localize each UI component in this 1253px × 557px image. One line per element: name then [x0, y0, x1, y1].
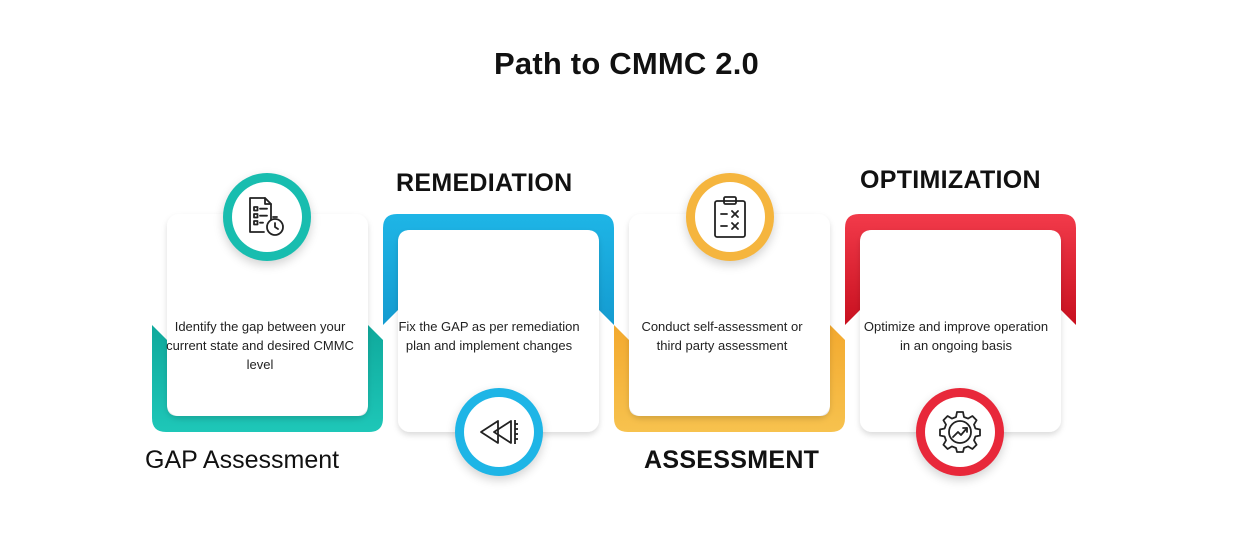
optimization-description: Optimize and improve operation in an ong…: [863, 319, 1049, 353]
optimization-card: [860, 230, 1061, 432]
assessment-card: [629, 214, 830, 416]
optimization-icon-ring: [916, 388, 1004, 476]
clipboard-icon: [714, 196, 746, 238]
assessment-frame: [614, 325, 845, 432]
gap-label: GAP Assessment: [145, 446, 340, 474]
remediation-card: [398, 230, 599, 432]
remediation-icon-ring: [455, 388, 543, 476]
diagram-title: Path to CMMC 2.0: [494, 46, 759, 81]
gap-description: Identify the gap between your current st…: [166, 319, 354, 372]
assessment-label: ASSESSMENT: [644, 446, 820, 474]
gear-growth-icon: [939, 411, 981, 453]
rewind-arrows-icon: [480, 420, 518, 444]
optimization-label: OPTIMIZATION: [860, 166, 1041, 194]
checklist-timer-icon: [249, 197, 284, 236]
assessment-icon-ring: [686, 173, 774, 261]
remediation-label: REMEDIATION: [396, 169, 573, 197]
remediation-description: Fix the GAP as per remediation plan and …: [398, 319, 580, 353]
gap-icon-ring: [223, 173, 311, 261]
remediation-frame: [383, 214, 614, 325]
gap-frame: [152, 325, 383, 432]
assessment-description: Conduct self-assessment or third party a…: [641, 319, 803, 353]
gap-card: [167, 214, 368, 416]
optimization-frame: [845, 214, 1076, 325]
